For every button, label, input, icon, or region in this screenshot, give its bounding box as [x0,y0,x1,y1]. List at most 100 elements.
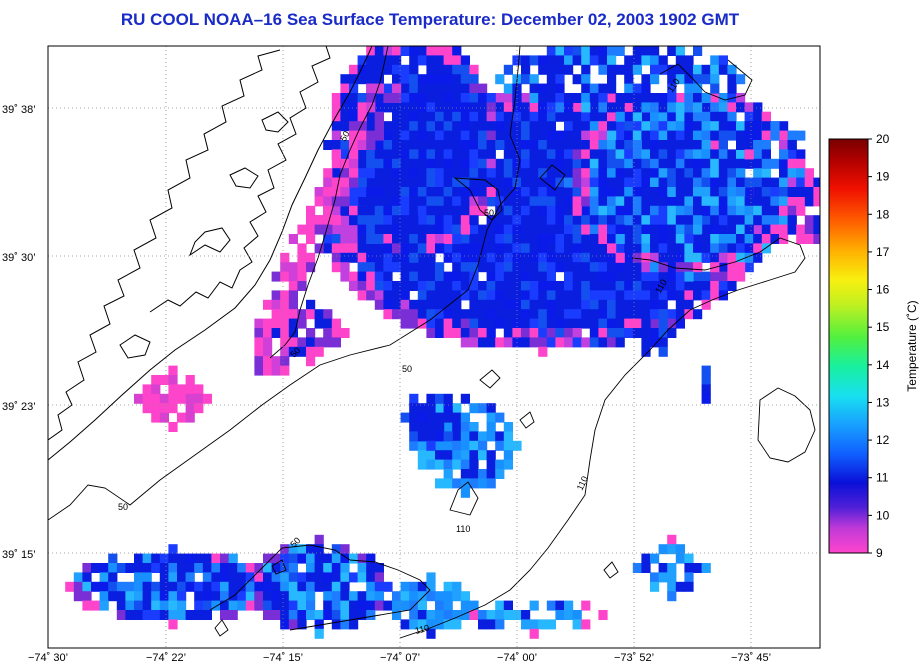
lon-label: −74˚ 30’ [28,652,68,664]
sst-pixel [632,205,642,216]
sst-pixel [624,299,634,310]
sst-pixel [701,224,711,235]
sst-pixel [349,177,359,188]
sst-pixel [529,130,539,141]
sst-pixel [693,74,703,85]
sst-pixel [185,563,195,573]
sst-pixel [641,121,651,132]
sst-pixel [624,215,634,226]
sst-pixel [383,290,393,301]
sst-pixel [607,196,617,207]
sst-pixel [426,271,436,282]
sst-pixel [753,215,763,226]
sst-pixel [667,83,677,94]
sst-pixel [469,196,479,207]
sst-pixel [409,46,419,56]
sst-pixel [383,140,393,150]
sst-pixel [572,168,582,179]
sst-pixel [650,121,660,132]
sst-pixel [202,393,212,404]
sst-pixel [331,102,341,113]
sst-pixel [443,121,453,132]
sst-pixel [91,581,101,592]
sst-pixel [263,553,273,564]
sst-pixel [495,74,505,85]
sst-pixel [478,177,488,188]
sst-pixel [581,234,591,244]
sst-pixel [538,328,548,338]
sst-pixel [357,271,367,282]
sst-pixel [684,234,694,244]
sst-pixel [503,64,513,75]
sst-pixel [546,111,556,122]
sst-pixel [779,140,789,150]
sst-pixel [452,93,462,103]
sst-pixel [521,149,531,160]
sst-pixel [727,281,737,291]
sst-pixel [374,64,384,75]
sst-pixel [460,412,470,423]
sst-pixel [314,196,324,207]
sst-pixel [718,281,728,291]
sst-pixel [667,187,677,197]
sst-pixel [658,299,668,310]
sst-pixel [409,440,419,451]
sst-pixel [693,309,703,320]
sst-pixel [581,64,591,75]
sst-pixel [108,572,118,583]
sst-pixel [581,158,591,169]
sst-pixel [220,572,230,583]
sst-pixel [288,299,298,310]
sst-pixel [753,111,763,122]
sst-pixel [521,64,531,75]
sst-pixel [331,581,341,592]
sst-pixel [632,299,642,310]
contour-110m-small3 [603,561,619,579]
sst-pixel [374,121,384,132]
sst-pixel [658,262,668,273]
sst-pixel [495,469,505,479]
sst-pixel [374,591,384,602]
sst-pixel [426,393,436,404]
sst-pixel [701,252,711,263]
sst-pixel [675,243,685,254]
sst-pixel [435,149,445,160]
sst-pixel [392,224,402,235]
sst-pixel [650,177,660,188]
sst-pixel [796,196,806,207]
sst-pixel [366,215,376,226]
sst-pixel [357,74,367,85]
sst-pixel [254,328,264,338]
sst-pixel [564,196,574,207]
sst-pixel [650,158,660,169]
sst-pixel [478,299,488,310]
sst-pixel [693,234,703,244]
sst-pixel [374,55,384,66]
sst-pixel [607,140,617,150]
sst-pixel [753,243,763,254]
sst-pixel [271,318,281,329]
sst-pixel [650,309,660,320]
sst-pixel [675,553,685,564]
sst-pixel [564,600,574,611]
sst-pixel [443,610,453,620]
sst-pixel [469,177,479,188]
sst-pixel [744,130,754,141]
sst-pixel [796,224,806,235]
sst-pixel [469,252,479,263]
sst-pixel [675,177,685,188]
sst-pixel [564,281,574,291]
sst-pixel [297,619,307,630]
sst-pixel [495,243,505,254]
sst-pixel [349,619,359,630]
sst-pixel [615,337,625,348]
sst-pixel [529,328,539,338]
sst-pixel [443,309,453,320]
coastline-island [261,111,289,133]
sst-pixel [452,431,462,442]
sst-pixel [598,281,608,291]
sst-pixel [495,111,505,122]
sst-pixel [383,299,393,310]
sst-pixel [503,187,513,197]
sst-pixel [108,553,118,564]
